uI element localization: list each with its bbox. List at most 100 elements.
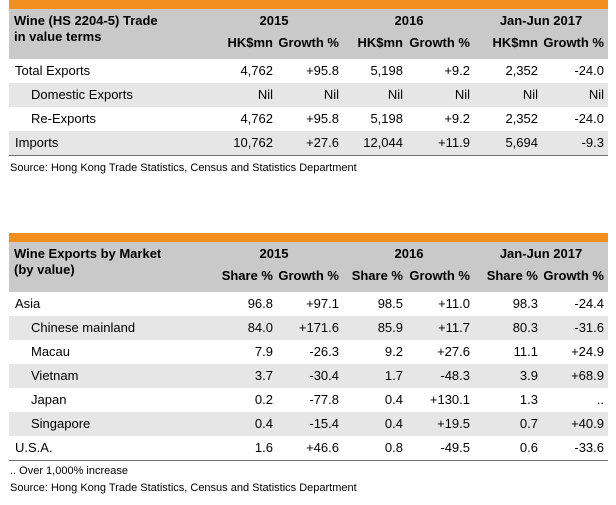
accent-bar xyxy=(9,0,608,9)
table-cell: 1.7 xyxy=(384,368,403,383)
column-header: HK$mn xyxy=(227,35,273,50)
table-cell: 10,762 xyxy=(233,135,273,150)
table-cell: +24.9 xyxy=(571,344,604,359)
column-header: HK$mn xyxy=(492,35,538,50)
table-cell: 0.7 xyxy=(519,416,538,431)
table-cell: -48.3 xyxy=(440,368,470,383)
column-header: Growth % xyxy=(278,35,339,50)
table-title-line-2: in value terms xyxy=(14,29,102,44)
column-header: Growth % xyxy=(278,268,339,283)
table-cell: 0.8 xyxy=(384,440,403,455)
period-header: 2016 xyxy=(394,246,424,261)
table-cell: 4,762 xyxy=(240,111,273,126)
table-cell: +27.6 xyxy=(306,135,339,150)
table-cell: -31.6 xyxy=(574,320,604,335)
table-cell: 0.2 xyxy=(254,392,273,407)
table-row: U.S.A. 1.6 +46.6 0.8 -49.5 0.6 -33.6 xyxy=(9,436,608,461)
table-cell: 1.6 xyxy=(254,440,273,455)
row-label: U.S.A. xyxy=(15,440,53,455)
table-row: Re-Exports 4,762 +95.8 5,198 +9.2 2,352 -24.0 xyxy=(9,107,608,131)
table-cell: -24.4 xyxy=(574,296,604,311)
table-cell: +27.6 xyxy=(437,344,470,359)
table-cell: +130.1 xyxy=(429,392,470,407)
table-cell: 5,694 xyxy=(505,135,538,150)
table-cell: -24.0 xyxy=(574,63,604,78)
column-header: Growth % xyxy=(543,35,604,50)
table-cell: +19.5 xyxy=(437,416,470,431)
column-header: Growth % xyxy=(409,35,470,50)
table-cell: -49.5 xyxy=(440,440,470,455)
row-label: Imports xyxy=(15,135,59,150)
table-cell: +95.8 xyxy=(306,111,339,126)
table-cell: 2,352 xyxy=(505,111,538,126)
row-label: Vietnam xyxy=(31,368,79,383)
period-header: Jan-Jun 2017 xyxy=(499,13,583,28)
table-cell: -24.0 xyxy=(574,111,604,126)
period-header: Jan-Jun 2017 xyxy=(499,246,583,261)
table-cell: +11.9 xyxy=(438,135,470,150)
table-cell: 5,198 xyxy=(370,63,403,78)
table-row: Vietnam 3.7 -30.4 1.7 -48.3 3.9 +68.9 xyxy=(9,364,608,388)
table-header: Wine (HS 2204-5) Trade in value terms 20… xyxy=(9,9,608,59)
table-cell: 12,044 xyxy=(363,135,403,150)
table-cell: 98.5 xyxy=(377,296,403,311)
table-cell: -9.3 xyxy=(581,135,604,150)
row-label: Re-Exports xyxy=(31,111,97,126)
column-header: HK$mn xyxy=(357,35,403,50)
table-cell: -33.6 xyxy=(574,440,604,455)
table-title: Wine (HS 2204-5) Trade in value terms xyxy=(14,13,158,45)
table-cell: +171.6 xyxy=(298,320,339,335)
row-label: Asia xyxy=(15,296,41,311)
table-row: Domestic Exports Nil Nil Nil Nil Nil Nil xyxy=(9,83,608,107)
column-header: Share % xyxy=(486,268,538,283)
table-cell: Nil xyxy=(387,87,403,102)
table-row: Chinese mainland 84.0 +171.6 85.9 +11.7 80.3 -… xyxy=(9,316,608,340)
table-cell: 0.4 xyxy=(384,416,403,431)
table-cell: -15.4 xyxy=(309,416,339,431)
table-cell: 0.4 xyxy=(254,416,273,431)
table-cell: 9.2 xyxy=(384,344,403,359)
table-cell: +40.9 xyxy=(571,416,604,431)
table-row: Macau 7.9 -26.3 9.2 +27.6 11.1 +24.9 xyxy=(9,340,608,364)
wine-trade-table: Wine (HS 2204-5) Trade in value terms 20… xyxy=(9,0,608,156)
row-label: Total Exports xyxy=(15,63,91,78)
table-cell: +97.1 xyxy=(306,296,339,311)
table-cell: Nil xyxy=(522,87,538,102)
period-header: 2015 xyxy=(259,246,289,261)
table-cell: 1.3 xyxy=(519,392,538,407)
accent-bar xyxy=(9,233,608,242)
table-cell: Nil xyxy=(323,87,339,102)
table-cell: 80.3 xyxy=(512,320,538,335)
table-cell: 0.6 xyxy=(519,440,538,455)
source-note: Source: Hong Kong Trade Statistics, Cens… xyxy=(10,162,357,174)
column-header: Growth % xyxy=(543,268,604,283)
table-cell: 7.9 xyxy=(254,344,273,359)
row-label: Macau xyxy=(31,344,71,359)
table-cell: Nil xyxy=(588,87,604,102)
table-cell: Nil xyxy=(454,87,470,102)
table-cell: .. xyxy=(596,392,604,407)
table-row: Imports 10,762 +27.6 12,044 +11.9 5,694 -9.3 xyxy=(9,131,608,156)
table-cell: Nil xyxy=(257,87,273,102)
footnote: .. Over 1,000% increase xyxy=(10,465,129,477)
table-cell: +9.2 xyxy=(444,111,470,126)
table-cell: 4,762 xyxy=(240,63,273,78)
table-cell: -26.3 xyxy=(309,344,339,359)
table-row: Total Exports 4,762 +95.8 5,198 +9.2 2,352 -24… xyxy=(9,59,608,83)
table-cell: 11.1 xyxy=(513,344,538,359)
table-cell: 84.0 xyxy=(247,320,273,335)
table-row: Asia 96.8 +97.1 98.5 +11.0 98.3 -24.4 xyxy=(9,292,608,316)
table-cell: +11.7 xyxy=(438,320,470,335)
row-label: Japan xyxy=(31,392,67,407)
period-header: 2015 xyxy=(259,13,289,28)
period-header: 2016 xyxy=(394,13,424,28)
row-label: Singapore xyxy=(31,416,91,431)
table-cell: 5,198 xyxy=(370,111,403,126)
table-title-line-2: (by value) xyxy=(14,262,75,277)
table-cell: +46.6 xyxy=(306,440,339,455)
column-header: Share % xyxy=(221,268,273,283)
source-note: Source: Hong Kong Trade Statistics, Cens… xyxy=(10,482,357,494)
table-body: Asia 96.8 +97.1 98.5 +11.0 98.3 -24.4 Chinese m… xyxy=(9,292,608,461)
table-cell: +11.0 xyxy=(438,296,470,311)
table-cell: +68.9 xyxy=(571,368,604,383)
